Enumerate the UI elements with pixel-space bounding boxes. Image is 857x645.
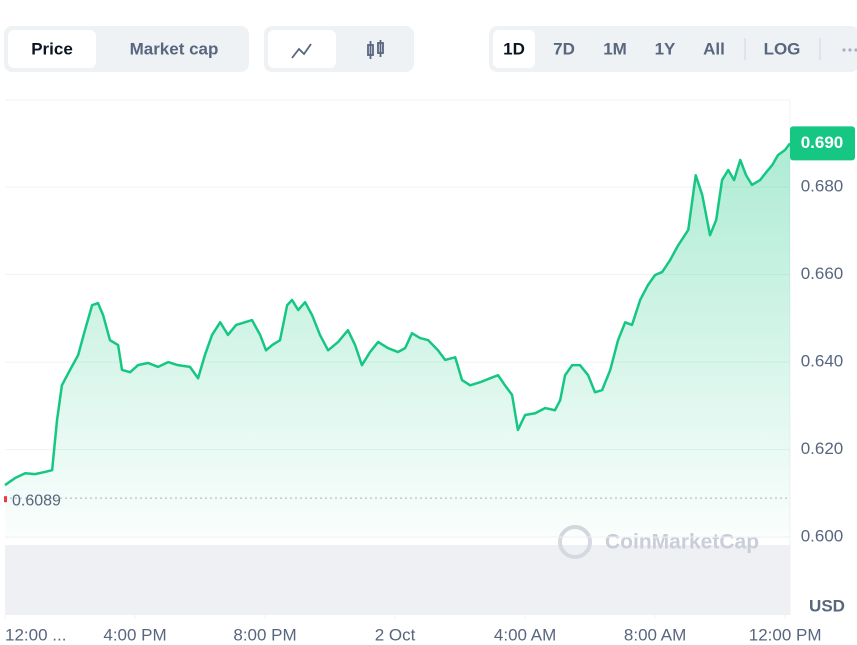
x-tick-label: 4:00 AM [494,625,556,644]
range-button[interactable]: All [703,39,725,58]
range-button[interactable]: 1D [503,39,525,58]
line-icon [291,43,312,59]
line-button[interactable] [268,30,336,68]
x-tick-label: 12:00 PM [749,625,822,644]
y-unit: USD [809,596,845,615]
range-group [489,26,857,72]
x-tick-label: 8:00 PM [233,625,296,644]
y-tick-label: 0.600 [801,527,844,546]
last-price-badge [790,126,855,161]
tab[interactable]: Price [31,39,73,58]
active-range[interactable] [493,30,535,68]
y-tick-label: 0.660 [801,264,844,283]
x-tick-label: 2 Oct [375,625,416,644]
range-button[interactable]: 7D [553,39,575,58]
volume-band [5,545,790,615]
x-tick-label: 8:00 AM [624,625,686,644]
last-price-label: 0.690 [801,133,844,152]
tab[interactable]: Market cap [130,39,219,58]
open-marker [4,496,7,503]
more-icon[interactable] [842,48,857,52]
candle-icon[interactable] [367,40,384,59]
range-button[interactable]: 1Y [655,39,676,58]
x-tick-label: 12:00 ... [5,625,66,644]
active-tab[interactable] [8,30,96,68]
log-button[interactable]: LOG [764,39,801,58]
x-tick-label: 4:00 PM [103,625,166,644]
price-line [4,142,792,487]
y-tick-label: 0.680 [801,177,844,196]
price-area [5,143,790,538]
open-price-label: 0.6089 [12,492,61,509]
y-tick-label: 0.620 [801,439,844,458]
range-button[interactable]: 1M [603,39,627,58]
toolbar: Price Market cap 1D 7D 1M 1Y All LOG [4,26,857,72]
y-tick-label: 0.640 [801,352,844,371]
